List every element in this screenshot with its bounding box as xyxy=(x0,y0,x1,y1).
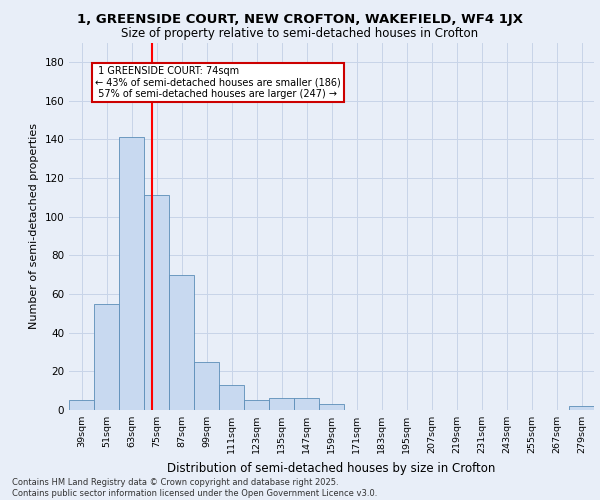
Bar xyxy=(119,138,144,410)
Bar xyxy=(219,385,244,410)
Bar xyxy=(569,406,594,410)
Bar xyxy=(269,398,294,410)
Y-axis label: Number of semi-detached properties: Number of semi-detached properties xyxy=(29,123,39,329)
Text: Contains HM Land Registry data © Crown copyright and database right 2025.
Contai: Contains HM Land Registry data © Crown c… xyxy=(12,478,377,498)
Bar xyxy=(294,398,319,410)
Bar xyxy=(319,404,344,410)
Bar xyxy=(94,304,119,410)
Bar xyxy=(69,400,94,410)
Bar xyxy=(244,400,269,410)
Bar xyxy=(194,362,219,410)
Bar xyxy=(169,274,194,410)
X-axis label: Distribution of semi-detached houses by size in Crofton: Distribution of semi-detached houses by … xyxy=(167,462,496,474)
Bar xyxy=(144,196,169,410)
Text: Size of property relative to semi-detached houses in Crofton: Size of property relative to semi-detach… xyxy=(121,28,479,40)
Text: 1, GREENSIDE COURT, NEW CROFTON, WAKEFIELD, WF4 1JX: 1, GREENSIDE COURT, NEW CROFTON, WAKEFIE… xyxy=(77,12,523,26)
Text: 1 GREENSIDE COURT: 74sqm
← 43% of semi-detached houses are smaller (186)
 57% of: 1 GREENSIDE COURT: 74sqm ← 43% of semi-d… xyxy=(95,66,341,99)
